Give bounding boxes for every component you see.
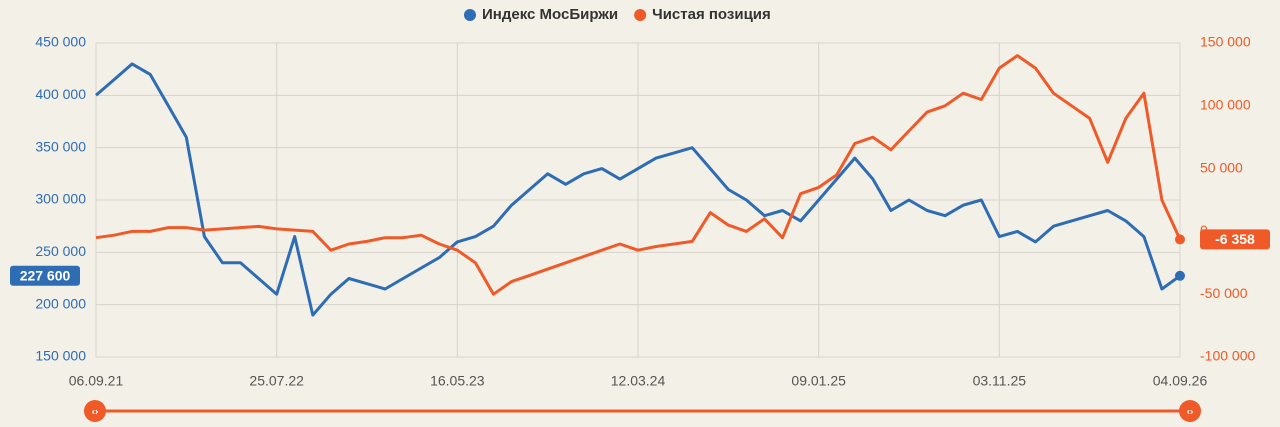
y-tick-label: 400 000 bbox=[35, 86, 86, 102]
y2-tick-label: -100 000 bbox=[1200, 348, 1255, 364]
legend-marker[interactable] bbox=[634, 9, 647, 21]
y-tick-label: 150 000 bbox=[35, 348, 86, 364]
x-tick-label: 03.11.25 bbox=[973, 373, 1027, 389]
handle-icon: ‹› bbox=[92, 407, 99, 418]
x-tick-label: 12.03.24 bbox=[611, 373, 666, 389]
y2-tick-label: -50 000 bbox=[1200, 285, 1248, 301]
series-line bbox=[95, 54, 1182, 296]
y2-tick-label: 50 000 bbox=[1200, 159, 1243, 175]
range-slider[interactable]: ‹› ‹› bbox=[84, 400, 1201, 422]
y-tick-label: 350 000 bbox=[35, 138, 86, 154]
x-tick-label: 16.05.23 bbox=[430, 373, 485, 389]
y2-tick-label: 100 000 bbox=[1200, 97, 1251, 113]
slider-handle[interactable] bbox=[84, 400, 106, 422]
legend: Индекс МосБиржи Чистая позиция bbox=[464, 6, 771, 23]
x-tick-label: 04.09.26 bbox=[1153, 373, 1208, 389]
value-badge bbox=[1200, 229, 1270, 250]
y-tick-label: 250 000 bbox=[35, 243, 86, 259]
y2-tick-label: 150 000 bbox=[1200, 34, 1251, 50]
legend-label[interactable]: Индекс МосБиржи bbox=[482, 6, 618, 23]
value-label: -6 358 bbox=[1215, 231, 1255, 247]
y-tick-label: 300 000 bbox=[35, 191, 86, 207]
x-tick-label: 25.07.22 bbox=[249, 373, 304, 389]
legend-label[interactable]: Чистая позиция bbox=[652, 6, 771, 23]
x-tick-label: 06.09.21 bbox=[69, 373, 124, 389]
series-line bbox=[95, 62, 1181, 317]
x-tick-label: 09.01.25 bbox=[791, 373, 846, 389]
value-label: 227 600 bbox=[20, 267, 71, 283]
y-tick-label: 200 000 bbox=[35, 295, 86, 311]
handle-icon: ‹› bbox=[1187, 407, 1194, 418]
legend-marker[interactable] bbox=[464, 9, 476, 21]
value-badge bbox=[10, 265, 80, 286]
end-point bbox=[1175, 270, 1185, 281]
end-point bbox=[1175, 234, 1185, 245]
slider-handle[interactable] bbox=[1179, 400, 1201, 422]
y-tick-label: 450 000 bbox=[35, 34, 86, 50]
